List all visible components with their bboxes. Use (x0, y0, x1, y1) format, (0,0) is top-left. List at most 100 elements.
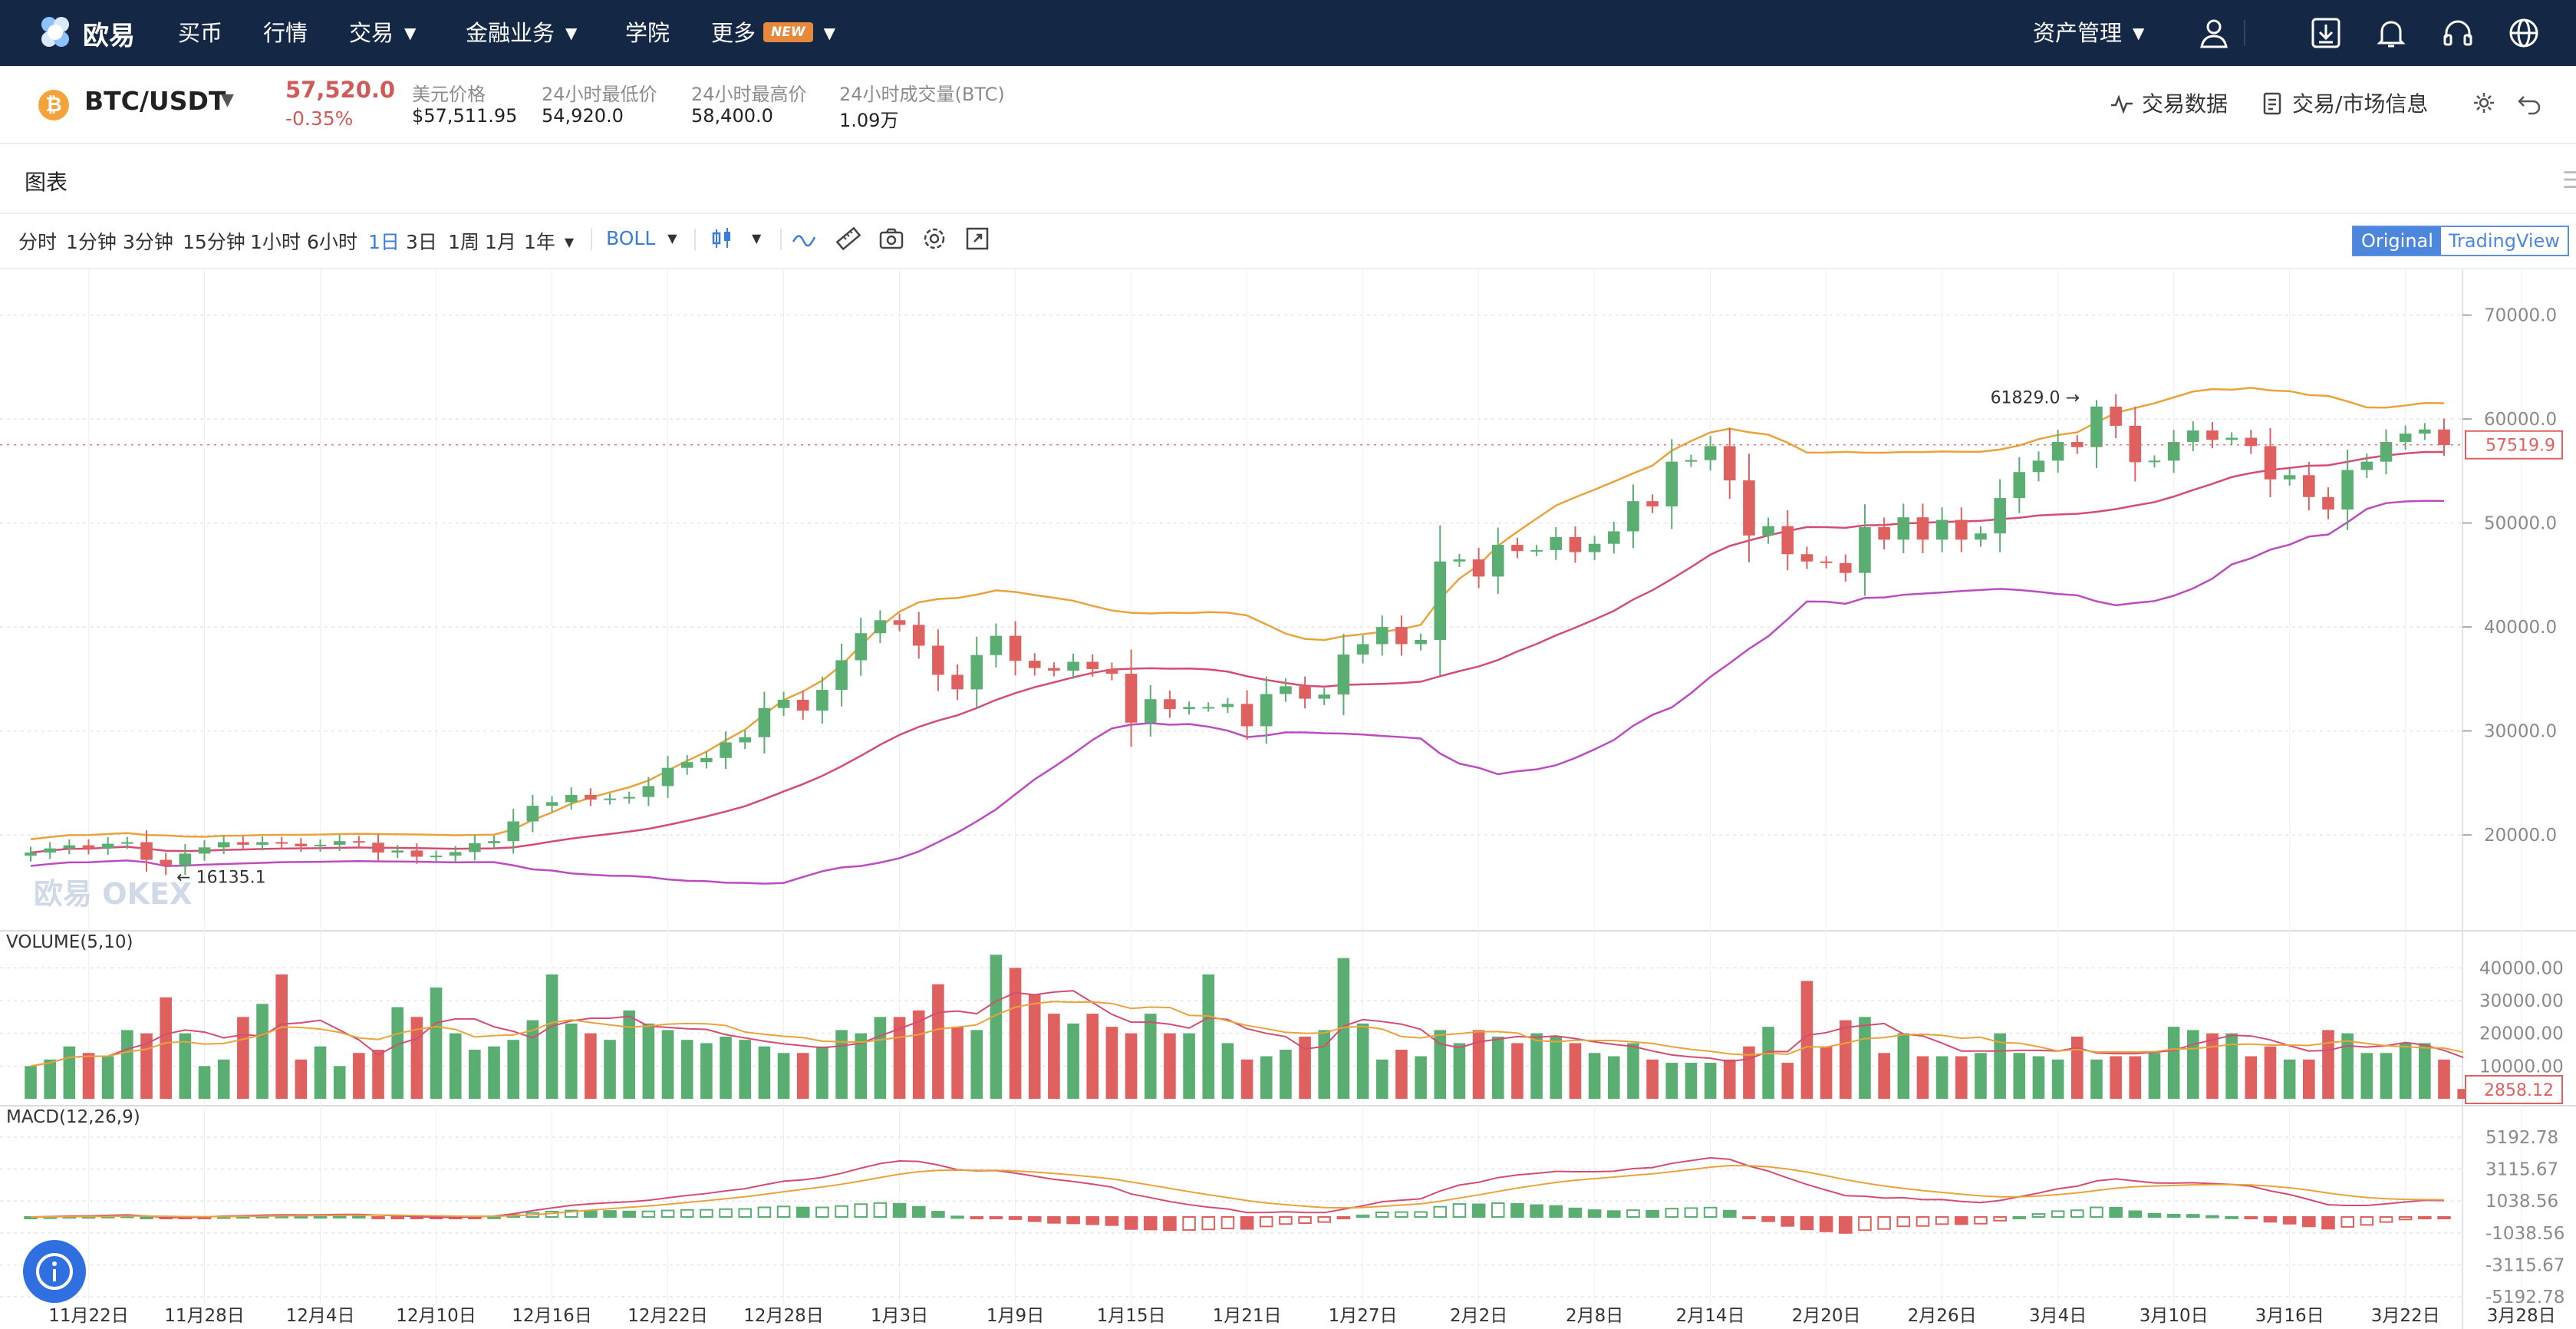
timeframe-1h[interactable]: 1小时 (250, 231, 301, 253)
candle (585, 788, 597, 806)
candle (1762, 517, 1774, 544)
timeframe-1d[interactable]: 1日 (368, 231, 400, 253)
okex-logo-icon (41, 17, 69, 47)
document-icon (2263, 92, 2281, 115)
chart-settings-icon[interactable] (921, 225, 948, 252)
macd-histogram-bar (140, 1215, 153, 1219)
candlestick-series (25, 394, 2450, 876)
date-tick-label: 11月22日 (48, 1306, 129, 1326)
candlestick-type-icon[interactable] (709, 225, 736, 252)
candle (160, 852, 172, 876)
candle (1280, 678, 1292, 702)
candle-body (932, 645, 944, 675)
candle (2360, 453, 2373, 478)
indicator-select[interactable]: BOLL ▼ (606, 227, 677, 249)
candle (1955, 507, 1968, 552)
nav-item-finance[interactable]: 金融业务 ▼ (466, 0, 577, 66)
macd-histogram-bar (1916, 1216, 1930, 1227)
candle-body (333, 841, 346, 845)
nav-item-academy[interactable]: 学院 (625, 0, 670, 66)
macd-histogram-bar (2147, 1212, 2162, 1219)
volume-bar (1955, 1056, 1968, 1099)
globe-icon[interactable] (2505, 15, 2542, 51)
volume-bar (314, 1046, 327, 1099)
candle-body (2167, 441, 2180, 461)
macd-histogram-bar (1665, 1208, 1679, 1218)
candle-body (469, 843, 481, 852)
timeframe-1w[interactable]: 1周 (448, 231, 479, 253)
undo-icon[interactable] (2516, 89, 2544, 117)
chevron-down-icon[interactable]: ▼ (221, 91, 234, 110)
candle-body (2148, 460, 2161, 463)
macd-histogram-bar (1182, 1216, 1196, 1231)
candle (2167, 430, 2180, 473)
volume-bar (855, 1033, 868, 1099)
candle (2071, 435, 2084, 454)
timeframe-3d[interactable]: 3日 (406, 231, 437, 253)
price-tick-label: 20000.0 (2484, 826, 2557, 846)
ticker-bar (0, 66, 2576, 144)
macd-histogram-bar (2186, 1214, 2200, 1218)
info-button[interactable] (23, 1240, 86, 1303)
nav-item-more[interactable]: 更多 NEW ▼ (711, 0, 835, 66)
pulse-icon (2111, 94, 2133, 114)
market-info-link[interactable]: 交易/市场信息 (2260, 87, 2428, 118)
boll-lower-line (30, 500, 2445, 885)
chart-type-dropdown[interactable]: ▼ (752, 227, 761, 249)
timeframe-6h[interactable]: 6小时 (307, 231, 357, 253)
headset-icon[interactable] (2439, 15, 2476, 51)
chevron-down-icon: ▼ (667, 231, 677, 246)
volume-bar (2303, 1059, 2315, 1099)
date-tick-label: 1月3日 (871, 1306, 928, 1326)
macd-dea-line (30, 1165, 2445, 1218)
timeframe-3m[interactable]: 3分钟 (123, 231, 173, 253)
candle (1550, 527, 1563, 560)
panel-menu-icon[interactable]: ☰ (2562, 167, 2576, 194)
camera-icon[interactable] (878, 225, 905, 252)
trade-data-link[interactable]: 交易数据 (2110, 87, 2228, 118)
stat-value-24h-high: 58,400.0 (691, 105, 773, 127)
macd-histogram-bar (352, 1215, 366, 1219)
view-tradingview-button[interactable]: TradingView (2440, 227, 2568, 255)
low-annotation: ← 16135.1 (176, 868, 265, 887)
candle-body (2380, 441, 2393, 462)
timeframe-1m[interactable]: 1分钟 (66, 231, 117, 253)
macd-histogram-bar (1395, 1211, 1408, 1218)
volume-bar (1588, 1053, 1601, 1099)
nav-item-trade[interactable]: 交易 ▼ (349, 0, 416, 66)
volume-bar (1935, 1056, 1948, 1099)
timeframe-1mo[interactable]: 1月 (485, 231, 516, 253)
candle-body (391, 850, 404, 853)
pair-selector[interactable]: BTC/USDT (84, 86, 226, 116)
candle-body (1086, 661, 1099, 669)
macd-histogram-bar (2166, 1214, 2181, 1219)
timeframe-1y[interactable]: 1年 ▼ (524, 227, 574, 255)
user-icon[interactable] (2196, 15, 2232, 51)
download-icon[interactable] (2308, 15, 2344, 51)
view-original-button[interactable]: Original (2354, 227, 2441, 255)
nav-item-markets[interactable]: 行情 (263, 0, 308, 66)
candle (198, 839, 211, 861)
macd-histogram-bar (1858, 1216, 1872, 1232)
candle-body (1260, 694, 1273, 727)
volume-bar (2090, 1059, 2103, 1099)
trendline-icon[interactable] (790, 225, 818, 252)
candle-body (2419, 429, 2431, 434)
nav-item-buy-crypto[interactable]: 买币 (178, 0, 222, 66)
candle-body (1897, 517, 1910, 540)
timeframe-15m[interactable]: 15分钟 (183, 231, 245, 253)
volume-bar (739, 1040, 752, 1099)
macd-tick-label: 5192.78 (2485, 1128, 2558, 1148)
ruler-icon[interactable] (835, 225, 862, 252)
candle (1086, 654, 1099, 677)
bell-icon[interactable] (2373, 15, 2410, 51)
candle-body (160, 859, 172, 866)
brand-logo[interactable]: 欧易 (34, 11, 135, 55)
volume-bar (1125, 1033, 1138, 1099)
settings-icon[interactable] (2470, 89, 2498, 117)
timeframe-tick[interactable]: 分时 (18, 231, 58, 253)
fullscreen-icon[interactable] (964, 225, 991, 252)
candle (2322, 487, 2334, 519)
asset-management-menu[interactable]: 资产管理 ▼ (2033, 0, 2144, 66)
